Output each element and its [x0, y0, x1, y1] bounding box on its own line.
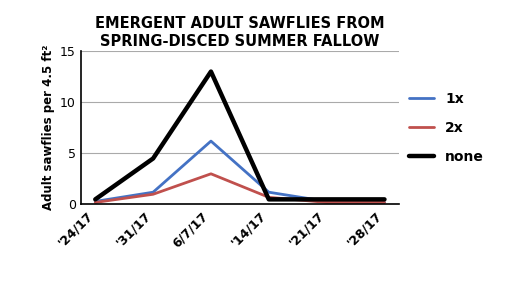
- Legend: 1x, 2x, none: 1x, 2x, none: [409, 91, 484, 164]
- Line: 2x: 2x: [95, 174, 384, 202]
- 1x: [150, 191, 156, 194]
- 2x: [208, 172, 214, 176]
- Y-axis label: Adult sawflies per 4.5 ft²: Adult sawflies per 4.5 ft²: [41, 45, 55, 210]
- Title: EMERGENT ADULT SAWFLIES FROM
SPRING-DISCED SUMMER FALLOW: EMERGENT ADULT SAWFLIES FROM SPRING-DISC…: [95, 16, 385, 49]
- 2x: [150, 193, 156, 196]
- 1x: [92, 200, 98, 203]
- Line: none: none: [95, 72, 384, 199]
- none: [266, 198, 272, 201]
- none: [150, 157, 156, 160]
- 2x: [381, 201, 387, 204]
- 1x: [266, 191, 272, 194]
- 2x: [324, 201, 330, 204]
- none: [324, 198, 330, 201]
- none: [92, 198, 98, 201]
- 1x: [324, 200, 330, 203]
- none: [381, 198, 387, 201]
- 1x: [208, 139, 214, 143]
- Line: 1x: 1x: [95, 141, 384, 202]
- 2x: [266, 196, 272, 199]
- 2x: [92, 201, 98, 204]
- 1x: [381, 201, 387, 204]
- none: [208, 70, 214, 73]
